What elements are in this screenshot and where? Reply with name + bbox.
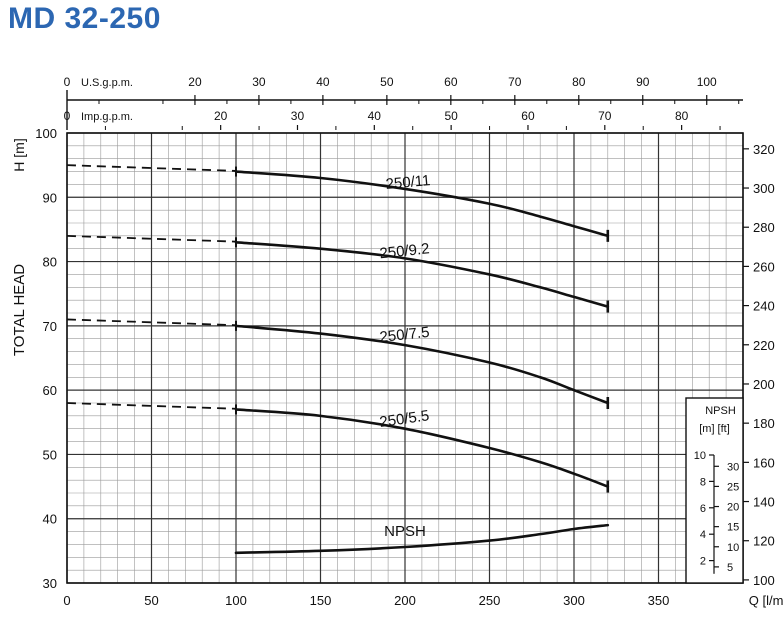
npsh-m-tick-label: 2 — [700, 556, 706, 568]
curve-label: NPSH — [384, 523, 426, 540]
imp-gpm-tick-label: 60 — [521, 109, 535, 123]
y-tick-label: 90 — [43, 190, 57, 205]
ft-tick-label: 220 — [753, 338, 775, 353]
us-gpm-tick-label: 60 — [444, 75, 458, 89]
curve-dashed-250/7.5 — [66, 318, 237, 327]
curve-dashed-250/5.5 — [66, 402, 237, 410]
y-tick-label: 100 — [35, 126, 57, 141]
imp-gpm-tick-label: 20 — [214, 109, 228, 123]
ft-tick-label: 300 — [753, 181, 775, 196]
imp-gpm-tick-label: 40 — [368, 109, 382, 123]
curves: 250/11 250/9.2 250/7.5 250/5.5 NPSH — [66, 164, 610, 555]
curve-250/7.5 — [234, 324, 610, 405]
ft-tick-label: 180 — [753, 416, 775, 431]
ft-tick-label: 120 — [753, 534, 775, 549]
imp-gpm-tick-label: 80 — [675, 109, 689, 123]
x-tick-label: 50 — [144, 593, 158, 608]
curve-dashed-250/11 — [66, 164, 237, 172]
y-tick-label: 30 — [43, 576, 57, 591]
imp-gpm-tick-label: 30 — [291, 109, 305, 123]
npsh-box-units: [m] [ft] — [699, 423, 730, 435]
y-tick-label: 40 — [43, 512, 57, 527]
plot-frame — [66, 132, 744, 584]
curve-250/5.5 — [234, 408, 610, 488]
curve-250/9.2 — [234, 240, 610, 308]
curve-dashed-250/9.2 — [66, 234, 237, 243]
x-tick-label: 150 — [310, 593, 332, 608]
npsh-ft-tick-label: 10 — [727, 542, 739, 554]
curve-250/11 — [234, 170, 610, 238]
us-gpm-tick-label: 0 — [64, 75, 71, 89]
npsh-ft-tick-label: 25 — [727, 481, 739, 493]
x-tick-label: 250 — [479, 593, 501, 608]
npsh-m-tick-label: 8 — [700, 476, 706, 488]
npsh-ft-tick-label: 20 — [727, 502, 739, 514]
chart-title: MD 32-250 — [8, 2, 161, 35]
y-tick-label: 60 — [43, 383, 57, 398]
x-tick-label: 100 — [225, 593, 247, 608]
curve-label: 250/11 — [385, 172, 431, 193]
y-tick-label: 50 — [43, 447, 57, 462]
ft-tick-label: 320 — [753, 142, 775, 157]
us-gpm-tick-label: 100 — [697, 75, 717, 89]
x-tick-label: 200 — [394, 593, 416, 608]
ft-tick-label: 200 — [753, 377, 775, 392]
npsh-box-title: NPSH — [705, 405, 736, 417]
us-gpm-label: U.S.g.p.m. — [81, 77, 133, 89]
us-gpm-tick-label: 40 — [316, 75, 330, 89]
x-tick-label: 0 — [63, 593, 70, 608]
us-gpm-tick-label: 80 — [572, 75, 586, 89]
us-gpm-tick-label: 50 — [380, 75, 394, 89]
y-axis-unit: H [m] — [11, 138, 27, 171]
us-gpm-tick-label: 20 — [188, 75, 202, 89]
ft-tick-label: 160 — [753, 455, 775, 470]
npsh-m-tick-label: 4 — [700, 529, 706, 541]
curve-label: 250/7.5 — [379, 324, 431, 346]
x-tick-label: 350 — [648, 593, 670, 608]
flow-conversion-axes: U.S.g.p.m. Imp.g.p.m. 0 20 30 40 50 60 70 80 90 100… — [64, 75, 743, 130]
npsh-m-tick-label: 10 — [694, 450, 706, 462]
curve-label: 250/9.2 — [379, 240, 431, 262]
npsh-ft-tick-label: 5 — [727, 562, 733, 574]
us-gpm-tick-label: 90 — [636, 75, 650, 89]
axes: 0 50 100 150 200 250 300 350 Q [l/min] 30 40 50 60 70… — [11, 126, 784, 608]
y-tick-label: 80 — [43, 255, 57, 270]
npsh-ft-tick-label: 15 — [727, 522, 739, 534]
y-axis-label: TOTAL HEAD — [11, 264, 28, 356]
ft-tick-label: 100 — [753, 573, 775, 588]
x-tick-label: 300 — [563, 593, 585, 608]
npsh-m-tick-label: 6 — [700, 503, 706, 515]
us-gpm-tick-label: 30 — [252, 75, 266, 89]
us-gpm-tick-label: 70 — [508, 75, 522, 89]
npsh-scale-box: NPSH [m] [ft] 2 4 6 8 10 5 10 15 20 25 30 — [685, 397, 744, 584]
imp-gpm-tick-label: 70 — [598, 109, 612, 123]
npsh-ft-tick-label: 30 — [727, 461, 739, 473]
imp-gpm-label: Imp.g.p.m. — [81, 111, 133, 123]
ft-tick-label: 240 — [753, 299, 775, 314]
ft-tick-label: 140 — [753, 495, 775, 510]
curve-label: 250/5.5 — [378, 407, 430, 431]
y-tick-label: 70 — [43, 319, 57, 334]
curve-NPSH — [234, 523, 610, 555]
imp-gpm-tick-label: 50 — [444, 109, 458, 123]
ft-tick-label: 280 — [753, 220, 775, 235]
ft-tick-label: 260 — [753, 259, 775, 274]
imp-gpm-tick-label: 0 — [64, 109, 71, 123]
x-axis-label: Q [l/min] — [749, 593, 784, 608]
